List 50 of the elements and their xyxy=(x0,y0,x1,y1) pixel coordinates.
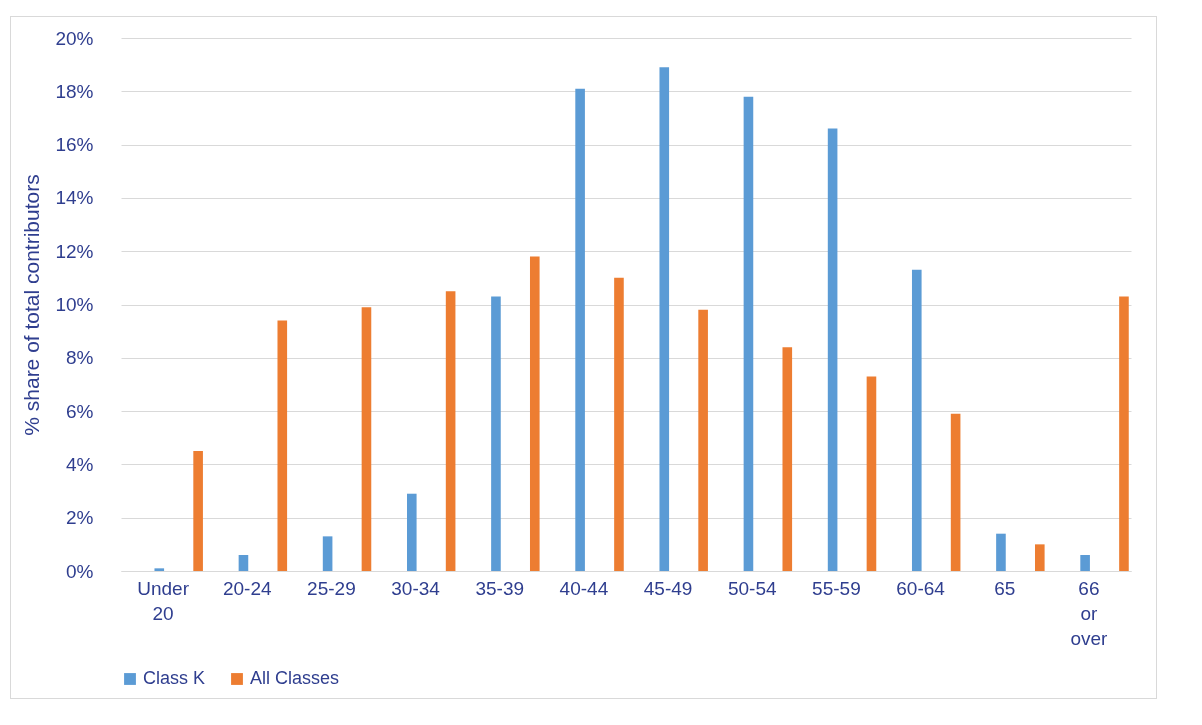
x-tick-label: Under 20 xyxy=(137,577,190,624)
bar xyxy=(406,493,417,571)
bar xyxy=(827,128,838,571)
bar xyxy=(529,256,540,571)
y-tick-label: 10% xyxy=(55,294,94,315)
x-tick-label: 66 or over xyxy=(1070,577,1109,649)
bar xyxy=(743,96,754,571)
x-tick-label: 50-54 xyxy=(727,577,777,599)
bar xyxy=(1034,544,1045,571)
y-tick-label: 14% xyxy=(55,187,94,209)
bar xyxy=(193,451,203,571)
y-axis-title: % share of total contributors xyxy=(20,174,44,436)
x-tick-label: 40-44 xyxy=(559,577,609,599)
x-tick-label: 65 xyxy=(994,577,1016,599)
x-tick-label: 30-34 xyxy=(391,577,441,599)
x-tick-label: 55-59 xyxy=(812,577,861,599)
bar xyxy=(866,376,877,571)
bar xyxy=(1119,296,1129,571)
bar xyxy=(277,320,288,571)
y-tick-label: 2% xyxy=(66,507,94,529)
y-tick-label: 18% xyxy=(55,80,94,102)
y-tick-label: 0% xyxy=(66,560,94,582)
x-tick-label: 60-64 xyxy=(896,577,946,599)
bar xyxy=(911,269,922,571)
y-tick-label: 4% xyxy=(66,453,94,475)
bar xyxy=(154,568,165,571)
legend-label: All Classes xyxy=(250,668,340,688)
bar xyxy=(1080,555,1090,571)
bar xyxy=(491,296,501,571)
bar xyxy=(445,291,456,571)
y-tick-label: 6% xyxy=(66,400,94,422)
bar xyxy=(238,555,249,571)
bar xyxy=(698,309,708,571)
bar xyxy=(782,347,793,571)
legend-label: Class K xyxy=(143,668,206,688)
bar xyxy=(950,413,961,571)
x-tick-label: 20-24 xyxy=(222,577,272,599)
bar xyxy=(322,536,333,571)
bar xyxy=(614,277,624,571)
y-tick-label: 12% xyxy=(55,240,94,262)
x-tick-label: 25-29 xyxy=(307,577,356,599)
x-tick-label: 45-49 xyxy=(643,577,693,599)
bar xyxy=(996,533,1006,571)
bar xyxy=(575,88,585,571)
bar xyxy=(361,307,372,571)
y-tick-label: 16% xyxy=(55,134,94,156)
x-tick-label: 35-39 xyxy=(475,577,525,599)
y-tick-label: 20% xyxy=(55,27,94,49)
bar xyxy=(659,67,670,571)
y-tick-label: 8% xyxy=(66,347,94,369)
